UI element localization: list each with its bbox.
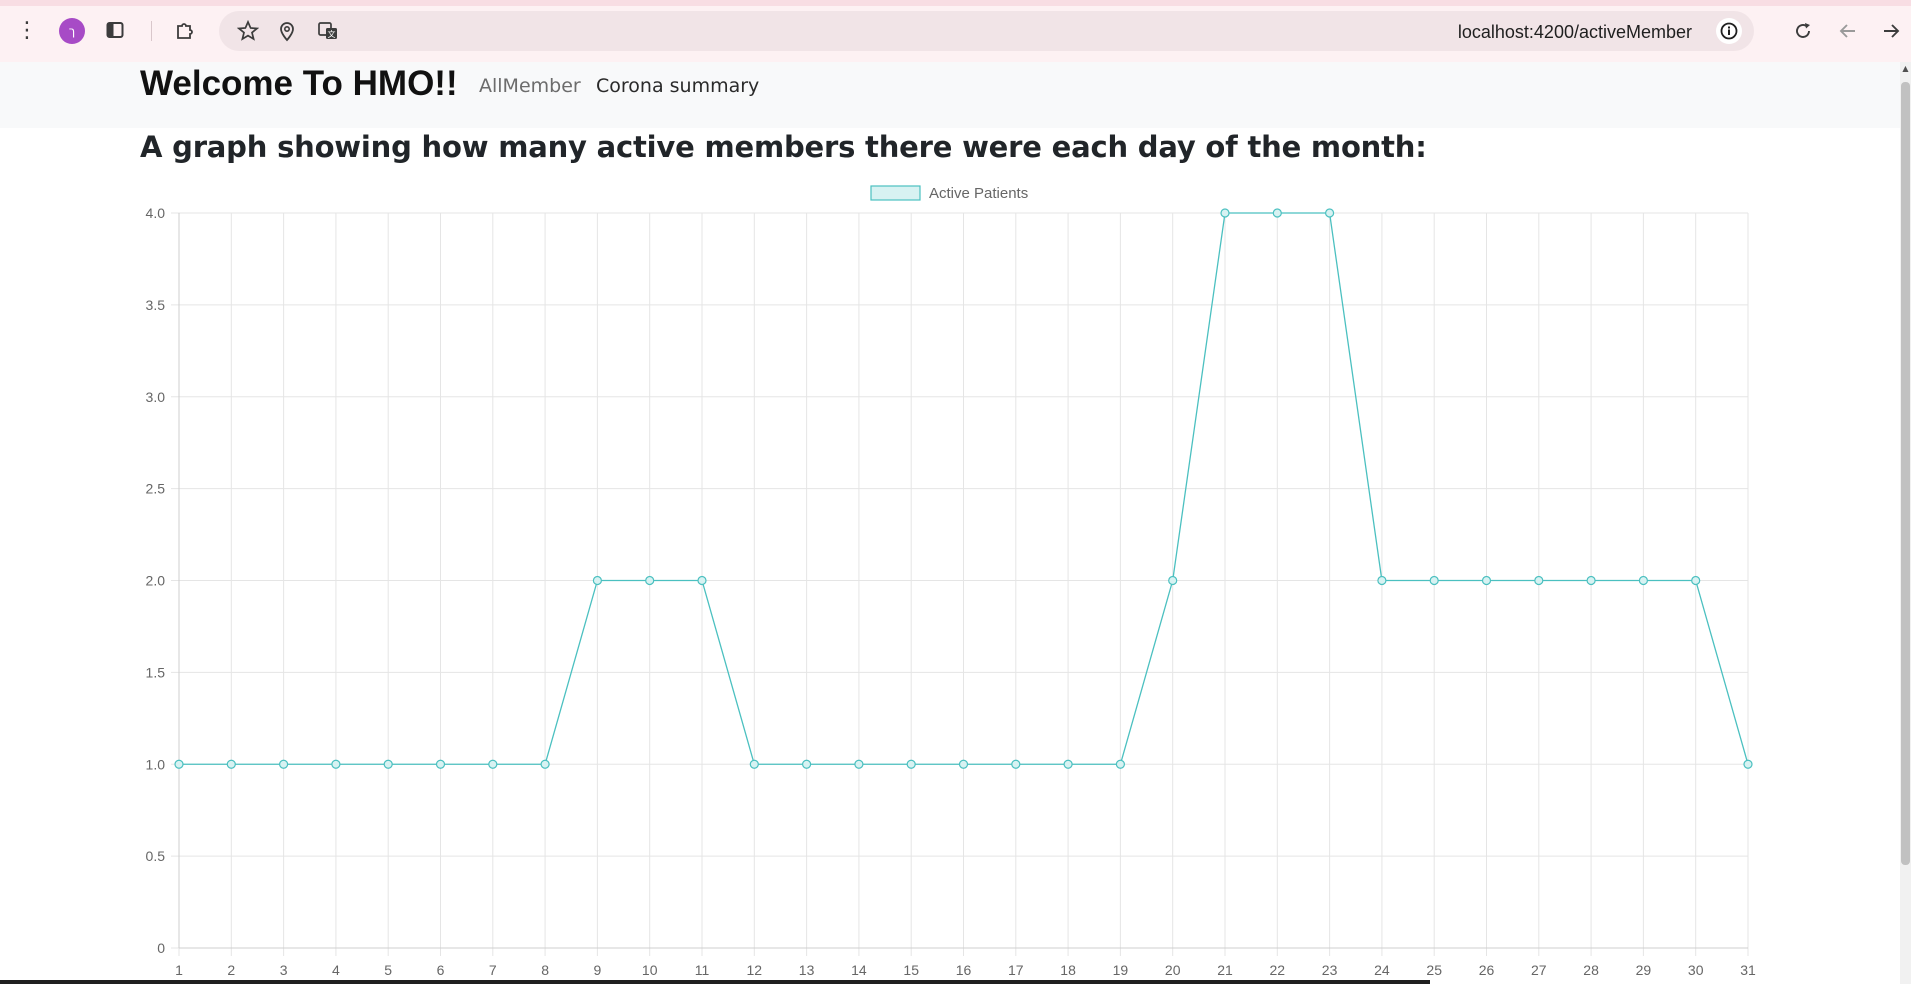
data-point [1220,208,1230,218]
x-tick-label: 15 [903,962,919,978]
x-tick-label: 14 [851,962,867,978]
data-point [174,759,184,769]
x-tick-label: 22 [1270,962,1286,978]
x-tick-label: 7 [489,962,497,978]
bookmark-star-icon[interactable] [237,20,259,42]
address-bar[interactable]: 文 localhost:4200/activeMember [219,11,1754,51]
back-arrow-icon[interactable] [1837,20,1859,42]
x-tick-label: 23 [1322,962,1338,978]
x-tick-label: 18 [1060,962,1076,978]
data-point [435,759,446,769]
svg-text:文: 文 [328,29,336,39]
data-point [1534,575,1544,586]
url-text[interactable]: localhost:4200/activeMember [1457,22,1692,42]
nav-link-corona-summary[interactable]: Corona summary [596,75,760,97]
x-tick-label: 25 [1426,962,1442,978]
data-point [1324,208,1335,218]
x-tick-label: 11 [695,962,710,978]
x-tick-label: 4 [332,962,340,978]
x-tick-label: 29 [1636,962,1652,978]
y-tick-label: 2.5 [146,481,166,497]
x-tick-label: 12 [747,962,763,978]
data-point [1638,575,1649,586]
nav-link-allmember[interactable]: AllMember [479,75,581,97]
toolbar-divider [151,21,152,41]
x-tick-label: 8 [541,962,549,978]
x-tick-label: 6 [437,962,445,978]
data-point [1168,575,1178,586]
data-point [801,759,812,769]
x-tick-label: 13 [799,962,815,978]
y-tick-label: 0 [157,940,165,956]
y-tick-label: 1.5 [146,664,166,680]
data-point [1586,575,1596,586]
translate-icon[interactable]: 文 [317,20,339,42]
x-tick-label: 5 [384,962,392,978]
data-point [279,759,289,769]
side-panel-icon[interactable] [106,21,124,39]
y-tick-label: 0.5 [146,848,166,864]
x-tick-label: 3 [280,962,288,978]
app-navbar: Welcome To HMO!! AllMember Corona summar… [0,62,1900,128]
x-tick-label: 21 [1217,962,1233,978]
x-tick-label: 27 [1531,962,1547,978]
data-point [1691,575,1701,586]
x-tick-label: 17 [1008,962,1024,978]
x-tick-label: 10 [642,962,658,978]
y-tick-label: 3.0 [146,389,166,405]
data-point [1011,759,1021,769]
y-tick-label: 1.0 [146,756,166,772]
data-point [1272,208,1282,218]
data-point [1115,759,1126,769]
reload-icon[interactable] [1792,20,1814,42]
data-point [1481,575,1492,586]
x-tick-label: 1 [175,962,183,978]
legend-swatch [870,185,921,201]
site-info-icon[interactable] [1716,18,1742,44]
x-tick-label: 24 [1374,962,1390,978]
y-tick-label: 3.5 [146,297,166,313]
data-point [383,759,393,769]
legend-label: Active Patients [929,185,1028,202]
data-point [1429,575,1439,586]
menu-kebab-icon[interactable]: ⋮ [16,18,38,43]
data-point [226,759,236,769]
y-tick-label: 4.0 [146,205,166,221]
x-tick-label: 31 [1740,962,1756,978]
x-tick-label: 30 [1688,962,1704,978]
extensions-puzzle-icon[interactable] [174,19,196,41]
profile-avatar[interactable]: ך [59,18,85,44]
x-tick-label: 9 [594,962,602,978]
data-point [1063,759,1073,769]
data-point [592,575,603,586]
data-point [1743,759,1753,769]
bottom-edge [0,980,1430,984]
tab-strip [0,0,1911,6]
x-tick-label: 16 [956,962,972,978]
browser-toolbar: ⋮ ך 文 localhost:4200/activeMember [0,0,1911,62]
x-tick-label: 20 [1165,962,1181,978]
graph-heading: A graph showing how many active members … [140,130,1427,164]
data-point [697,575,707,586]
x-tick-label: 26 [1479,962,1495,978]
x-tick-label: 2 [227,962,235,978]
data-point [1377,575,1387,586]
data-point [645,575,655,586]
x-tick-label: 19 [1113,962,1129,978]
data-point [540,759,550,769]
data-point [331,759,341,769]
x-tick-label: 28 [1583,962,1599,978]
data-point [749,759,759,769]
location-pin-icon[interactable] [276,20,298,42]
data-point [906,759,916,769]
y-tick-label: 2.0 [146,573,166,589]
data-point [854,759,864,769]
scroll-up-arrow-icon[interactable]: ▲ [1902,64,1909,73]
data-point [488,759,498,769]
forward-arrow-icon[interactable] [1880,20,1902,42]
data-point [958,759,969,769]
brand-title[interactable]: Welcome To HMO!! [140,64,458,103]
scrollbar-thumb[interactable] [1901,82,1910,865]
